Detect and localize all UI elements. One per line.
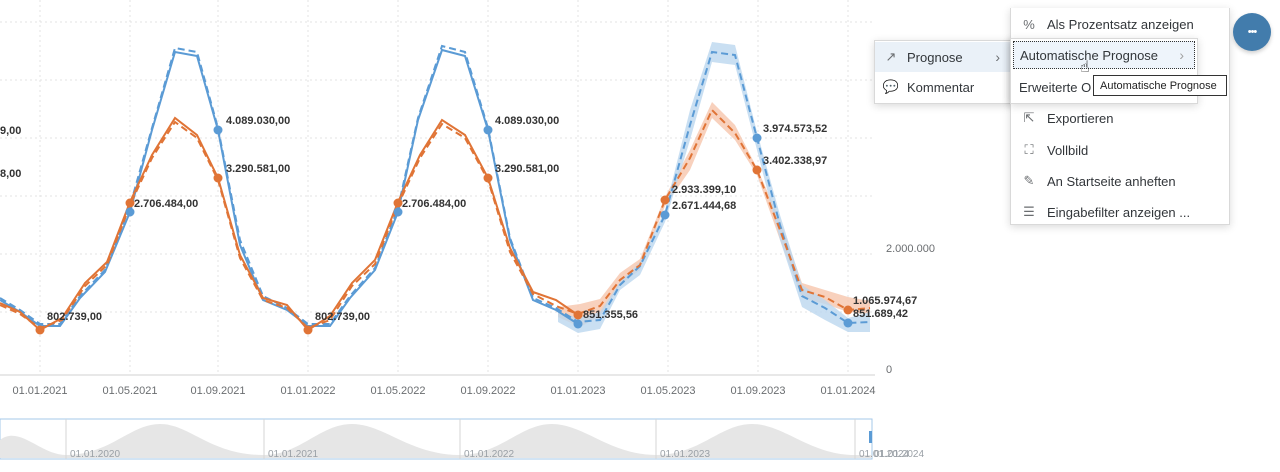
blue-point (843, 318, 853, 328)
orange-point (573, 310, 583, 320)
x-tick: 01.05.2021 (102, 385, 157, 397)
menu-item-label: Als Prozentsatz anzeigen (1047, 16, 1194, 32)
orange-actual-series (0, 116, 579, 332)
partial-label: 8,00 (0, 168, 21, 180)
data-label: 4.089.030,00 (495, 115, 559, 127)
data-label: 1.065.974,67 (853, 295, 917, 307)
x-tick: 01.01.2022 (280, 385, 335, 397)
menu-item-automatische-prognose[interactable]: Automatische Prognose › (1013, 41, 1195, 69)
data-label: 802.739,00 (47, 311, 102, 323)
data-label: 2.671.444,68 (672, 200, 736, 212)
blue-point (483, 125, 493, 135)
blue-point (125, 207, 135, 217)
more-icon: ••• (1247, 26, 1258, 38)
partial-label: 9,00 (0, 125, 21, 137)
menu-item-label: Automatische Prognose (1020, 47, 1159, 63)
orange-point (843, 305, 853, 315)
x-tick: 01.09.2021 (190, 385, 245, 397)
comment-icon: 💬 (882, 79, 900, 94)
data-label: 3.402.338,97 (763, 155, 827, 167)
data-label: 3.290.581,00 (226, 163, 290, 175)
chart-context-menu: ↗ Prognose › 💬 Kommentar (874, 40, 1011, 104)
orange-point (125, 198, 135, 208)
data-label: 3.974.573,52 (763, 123, 827, 135)
range-handle (869, 431, 872, 443)
chevron-right-icon: › (1179, 47, 1184, 63)
x-tick: 01.09.2022 (460, 385, 515, 397)
x-tick: 01.01.2024 (820, 385, 875, 397)
fullscreen-icon: ⛶ (1024, 142, 1034, 157)
orange-point (213, 173, 223, 183)
menu-item-label: Exportieren (1047, 110, 1114, 126)
data-label: 2.706.484,00 (134, 198, 198, 210)
tooltip-text: Automatische Prognose (1100, 79, 1217, 92)
data-label: 851.689,42 (853, 308, 908, 320)
data-label: 4.089.030,00 (226, 115, 290, 127)
mini-tick: 01.01.2022 (464, 449, 514, 460)
orange-point (303, 325, 313, 335)
y-tick: 0 (886, 364, 892, 376)
orange-forecast-series (0, 108, 871, 330)
blue-point (213, 125, 223, 135)
mini-tick: 01.01.2021 (268, 449, 318, 460)
menu-item-percent[interactable]: % Als Prozentsatz anzeigen (1011, 9, 1229, 39)
blue-point (660, 210, 670, 220)
menu-item-label: Prognose (907, 49, 963, 65)
blue-confidence-band (558, 42, 870, 333)
y-tick: 2.000.000 (886, 243, 935, 255)
menu-item-label: Kommentar (907, 79, 975, 95)
orange-point (660, 195, 670, 205)
orange-point (752, 165, 762, 175)
pin-icon: ✎ (1023, 173, 1035, 188)
mini-tick: 01.01.2024 (874, 449, 924, 460)
filter-sliders-icon: ☰ (1023, 204, 1035, 219)
tooltip: Automatische Prognose (1093, 75, 1227, 96)
x-tick: 01.05.2023 (640, 385, 695, 397)
menu-item-kommentar[interactable]: 💬 Kommentar (875, 72, 1010, 102)
menu-item-eingabefilter[interactable]: ☰ Eingabefilter anzeigen ... (1011, 197, 1229, 227)
menu-item-erweiterte-optionen[interactable]: Erweiterte O (1011, 72, 1197, 102)
orange-point (393, 198, 403, 208)
data-label: 2.706.484,00 (402, 198, 466, 210)
x-tick: 01.05.2022 (370, 385, 425, 397)
menu-item-label: Vollbild (1047, 142, 1089, 158)
menu-item-label: Eingabefilter anzeigen ... (1047, 204, 1191, 220)
percent-icon: % (1023, 16, 1035, 32)
menu-item-exportieren[interactable]: ⇱ Exportieren (1011, 103, 1229, 133)
data-label: 851.355,56 (583, 309, 638, 321)
data-label: 3.290.581,00 (495, 163, 559, 175)
x-tick: 01.09.2023 (730, 385, 785, 397)
mini-tick: 01.01.2023 (660, 449, 710, 460)
menu-item-prognose[interactable]: ↗ Prognose › (875, 42, 1010, 72)
menu-item-vollbild[interactable]: ⛶ Vollbild (1011, 135, 1229, 165)
trend-arrow-icon: ↗ (885, 49, 897, 64)
menu-item-label: Erweiterte O (1019, 79, 1092, 95)
orange-confidence-band (558, 102, 870, 327)
blue-point (573, 319, 583, 329)
blue-point (393, 207, 403, 217)
menu-item-pin[interactable]: ✎ An Startseite anheften (1011, 166, 1229, 196)
blue-point (752, 133, 762, 143)
more-actions-button[interactable]: ••• (1233, 13, 1271, 51)
orange-point (483, 173, 493, 183)
mini-tick: 01.01.2024 (859, 449, 909, 460)
chevron-right-icon: › (995, 49, 1000, 65)
prognose-submenu-overlay: Automatische Prognose › Erweiterte O (1010, 38, 1198, 104)
x-tick: 01.01.2023 (550, 385, 605, 397)
hand-cursor-icon: ☝ (1080, 59, 1090, 76)
menu-item-label: An Startseite anheften (1047, 173, 1176, 189)
data-label: 802.739,00 (315, 311, 370, 323)
range-navigator: 01.01.2020 01.01.2021 01.01.2022 01.01.2… (0, 418, 924, 460)
export-icon: ⇱ (1023, 110, 1035, 125)
orange-point (35, 325, 45, 335)
x-tick: 01.01.2021 (12, 385, 67, 397)
mini-tick: 01.01.2020 (70, 449, 120, 460)
blue-forecast-series (0, 44, 871, 325)
data-label: 2.933.399,10 (672, 184, 736, 196)
